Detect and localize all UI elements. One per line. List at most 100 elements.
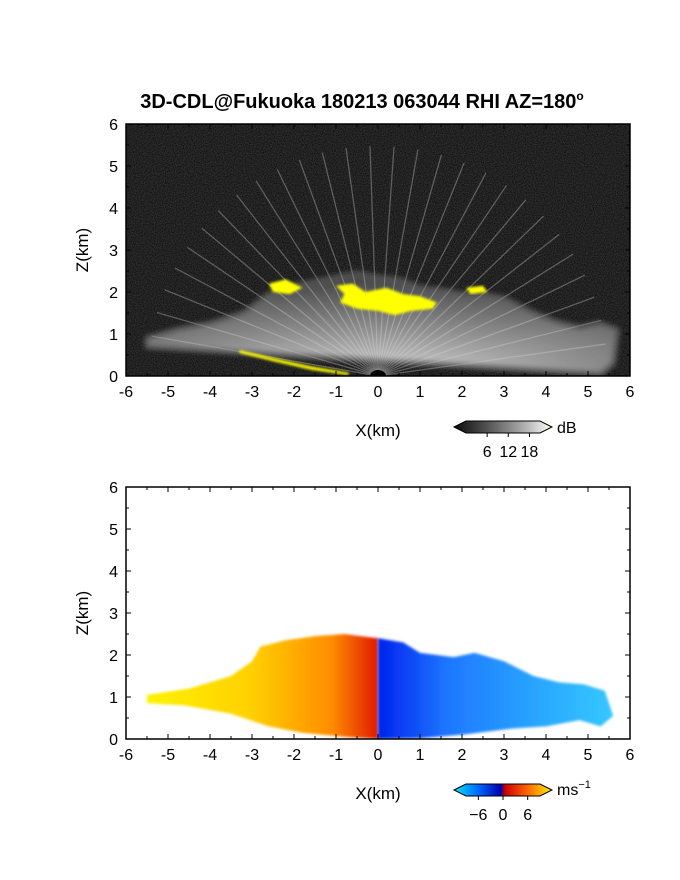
colorbar-bottom-unit-exponent: −1 xyxy=(578,779,591,791)
x-tick-label: 2 xyxy=(458,747,467,764)
x-tick-label: 3 xyxy=(500,747,509,764)
panel-top: -6 -5 -4 -3 -2 -1 0 1 2 3 4 5 6 0 1 2 3 4 5 6 X(km) Z(km) xyxy=(73,117,635,440)
panel-bottom: -6 -5 -4 -3 -2 -1 0 1 2 3 4 5 6 0 1 2 3 4 5 6 X(km) Z(km) xyxy=(73,480,635,803)
title-degree-superscript: o xyxy=(576,89,583,103)
colorbar-tick-label: 6 xyxy=(523,807,532,824)
x-tick-label: 5 xyxy=(584,384,593,401)
x-tick-label: -5 xyxy=(161,384,175,401)
y-tick-label: 3 xyxy=(109,606,118,623)
beam-ray xyxy=(377,146,395,376)
radar-beam-rays xyxy=(151,146,606,376)
beam-ray xyxy=(217,210,379,376)
beam-ray xyxy=(345,148,379,376)
velocity-layer xyxy=(147,634,614,739)
x-tick-label: -6 xyxy=(119,747,133,764)
x-tick-label: -2 xyxy=(287,747,301,764)
x-tick-label: 4 xyxy=(542,384,551,401)
x-tick-label: -6 xyxy=(119,384,133,401)
beam-ray xyxy=(377,199,527,376)
beam-ray xyxy=(377,184,508,376)
beam-ray xyxy=(377,172,487,376)
y-axis-label: Z(km) xyxy=(73,228,92,272)
y-tick-label: 0 xyxy=(109,732,118,749)
x-tick-label: 1 xyxy=(416,747,425,764)
x-axis-label: X(km) xyxy=(355,421,400,440)
high-echo-patch xyxy=(239,350,349,376)
beam-ray xyxy=(377,154,442,376)
colorbar-top-unit: dB xyxy=(557,420,577,437)
y-tick-label: 0 xyxy=(109,369,118,386)
figure-title: 3D-CDL@Fukuoka 180213 063044 RHI AZ=180o xyxy=(140,89,584,113)
y-tick-label: 6 xyxy=(109,117,118,134)
colorbar-bottom-unit: ms−1 xyxy=(557,779,591,799)
panel-bottom-axes: -6 -5 -4 -3 -2 -1 0 1 2 3 4 5 6 0 1 2 3 4 5 6 X(km) Z(km) xyxy=(73,480,635,803)
title-main: 3D-CDL@Fukuoka 180213 063044 RHI AZ=180 xyxy=(140,91,576,113)
x-tick-label: 1 xyxy=(416,384,425,401)
colorbar-top-ticks: 6 12 18 xyxy=(483,433,539,461)
x-tick-label: 6 xyxy=(626,384,635,401)
beam-ray xyxy=(186,246,379,376)
colorbar-tick-label: 18 xyxy=(521,444,539,461)
x-tick-label: -1 xyxy=(329,384,343,401)
beam-ray xyxy=(201,227,379,376)
colorbar-top: 6 12 18 dB xyxy=(452,420,577,461)
high-echo-patch xyxy=(336,283,437,316)
beam-ray xyxy=(377,343,606,376)
colorbar-tick-label: 12 xyxy=(499,444,517,461)
colorbar-bottom-bar xyxy=(452,783,554,797)
beam-ray xyxy=(255,180,379,376)
y-tick-label: 2 xyxy=(109,285,118,302)
x-tick-label: 6 xyxy=(626,747,635,764)
high-echo-patch xyxy=(466,285,488,295)
beam-ray xyxy=(164,289,379,376)
beam-ray xyxy=(156,312,379,376)
echo-edge xyxy=(145,271,620,376)
y-tick-label: 5 xyxy=(109,159,118,176)
y-tick-label: 1 xyxy=(109,690,118,707)
x-tick-label: 4 xyxy=(542,747,551,764)
beam-ray xyxy=(377,253,574,376)
y-tick-label: 4 xyxy=(109,564,118,581)
colorbar-bottom: −6 0 6 ms−1 xyxy=(452,779,591,824)
colorbar-bottom-unit-base: ms xyxy=(557,782,578,799)
beam-ray xyxy=(321,152,379,376)
beam-ray xyxy=(377,215,544,376)
panel-top-axes: -6 -5 -4 -3 -2 -1 0 1 2 3 4 5 6 0 1 2 3 4 5 6 X(km) Z(km) xyxy=(73,117,635,440)
beam-ray xyxy=(377,274,585,376)
x-tick-label: 0 xyxy=(374,747,383,764)
x-tick-label: 2 xyxy=(458,384,467,401)
beam-ray xyxy=(377,319,602,376)
beam-ray xyxy=(276,169,379,376)
x-axis-label: X(km) xyxy=(355,784,400,803)
x-tick-label: -5 xyxy=(161,747,175,764)
colorbar-bottom-ticks: −6 0 6 xyxy=(469,796,532,824)
x-tick-label: -3 xyxy=(245,384,259,401)
x-tick-label: -3 xyxy=(245,747,259,764)
x-tick-label: -4 xyxy=(203,747,217,764)
colorbar-tick-label: 0 xyxy=(499,807,508,824)
y-tick-label: 1 xyxy=(109,327,118,344)
beam-ray xyxy=(377,149,419,376)
beam-ray xyxy=(298,159,379,376)
y-tick-label: 6 xyxy=(109,480,118,497)
beam-ray xyxy=(377,162,465,376)
x-tick-label: -1 xyxy=(329,747,343,764)
negative-velocity-region xyxy=(378,638,614,739)
y-tick-label: 2 xyxy=(109,648,118,665)
colorbar-top-bar xyxy=(452,420,554,434)
positive-velocity-region xyxy=(147,634,378,739)
y-axis-label: Z(km) xyxy=(73,591,92,635)
colorbar-tick-label: 6 xyxy=(483,444,492,461)
y-tick-label: 4 xyxy=(109,201,118,218)
high-echo-patch xyxy=(268,279,303,295)
colorbar-tick-label: −6 xyxy=(469,807,487,824)
y-tick-label: 5 xyxy=(109,522,118,539)
beam-ray xyxy=(377,233,560,376)
x-tick-label: 3 xyxy=(500,384,509,401)
beam-ray xyxy=(369,146,379,376)
x-tick-label: -4 xyxy=(203,384,217,401)
x-tick-label: -2 xyxy=(287,384,301,401)
y-tick-label: 3 xyxy=(109,243,118,260)
beam-ray xyxy=(235,194,379,376)
